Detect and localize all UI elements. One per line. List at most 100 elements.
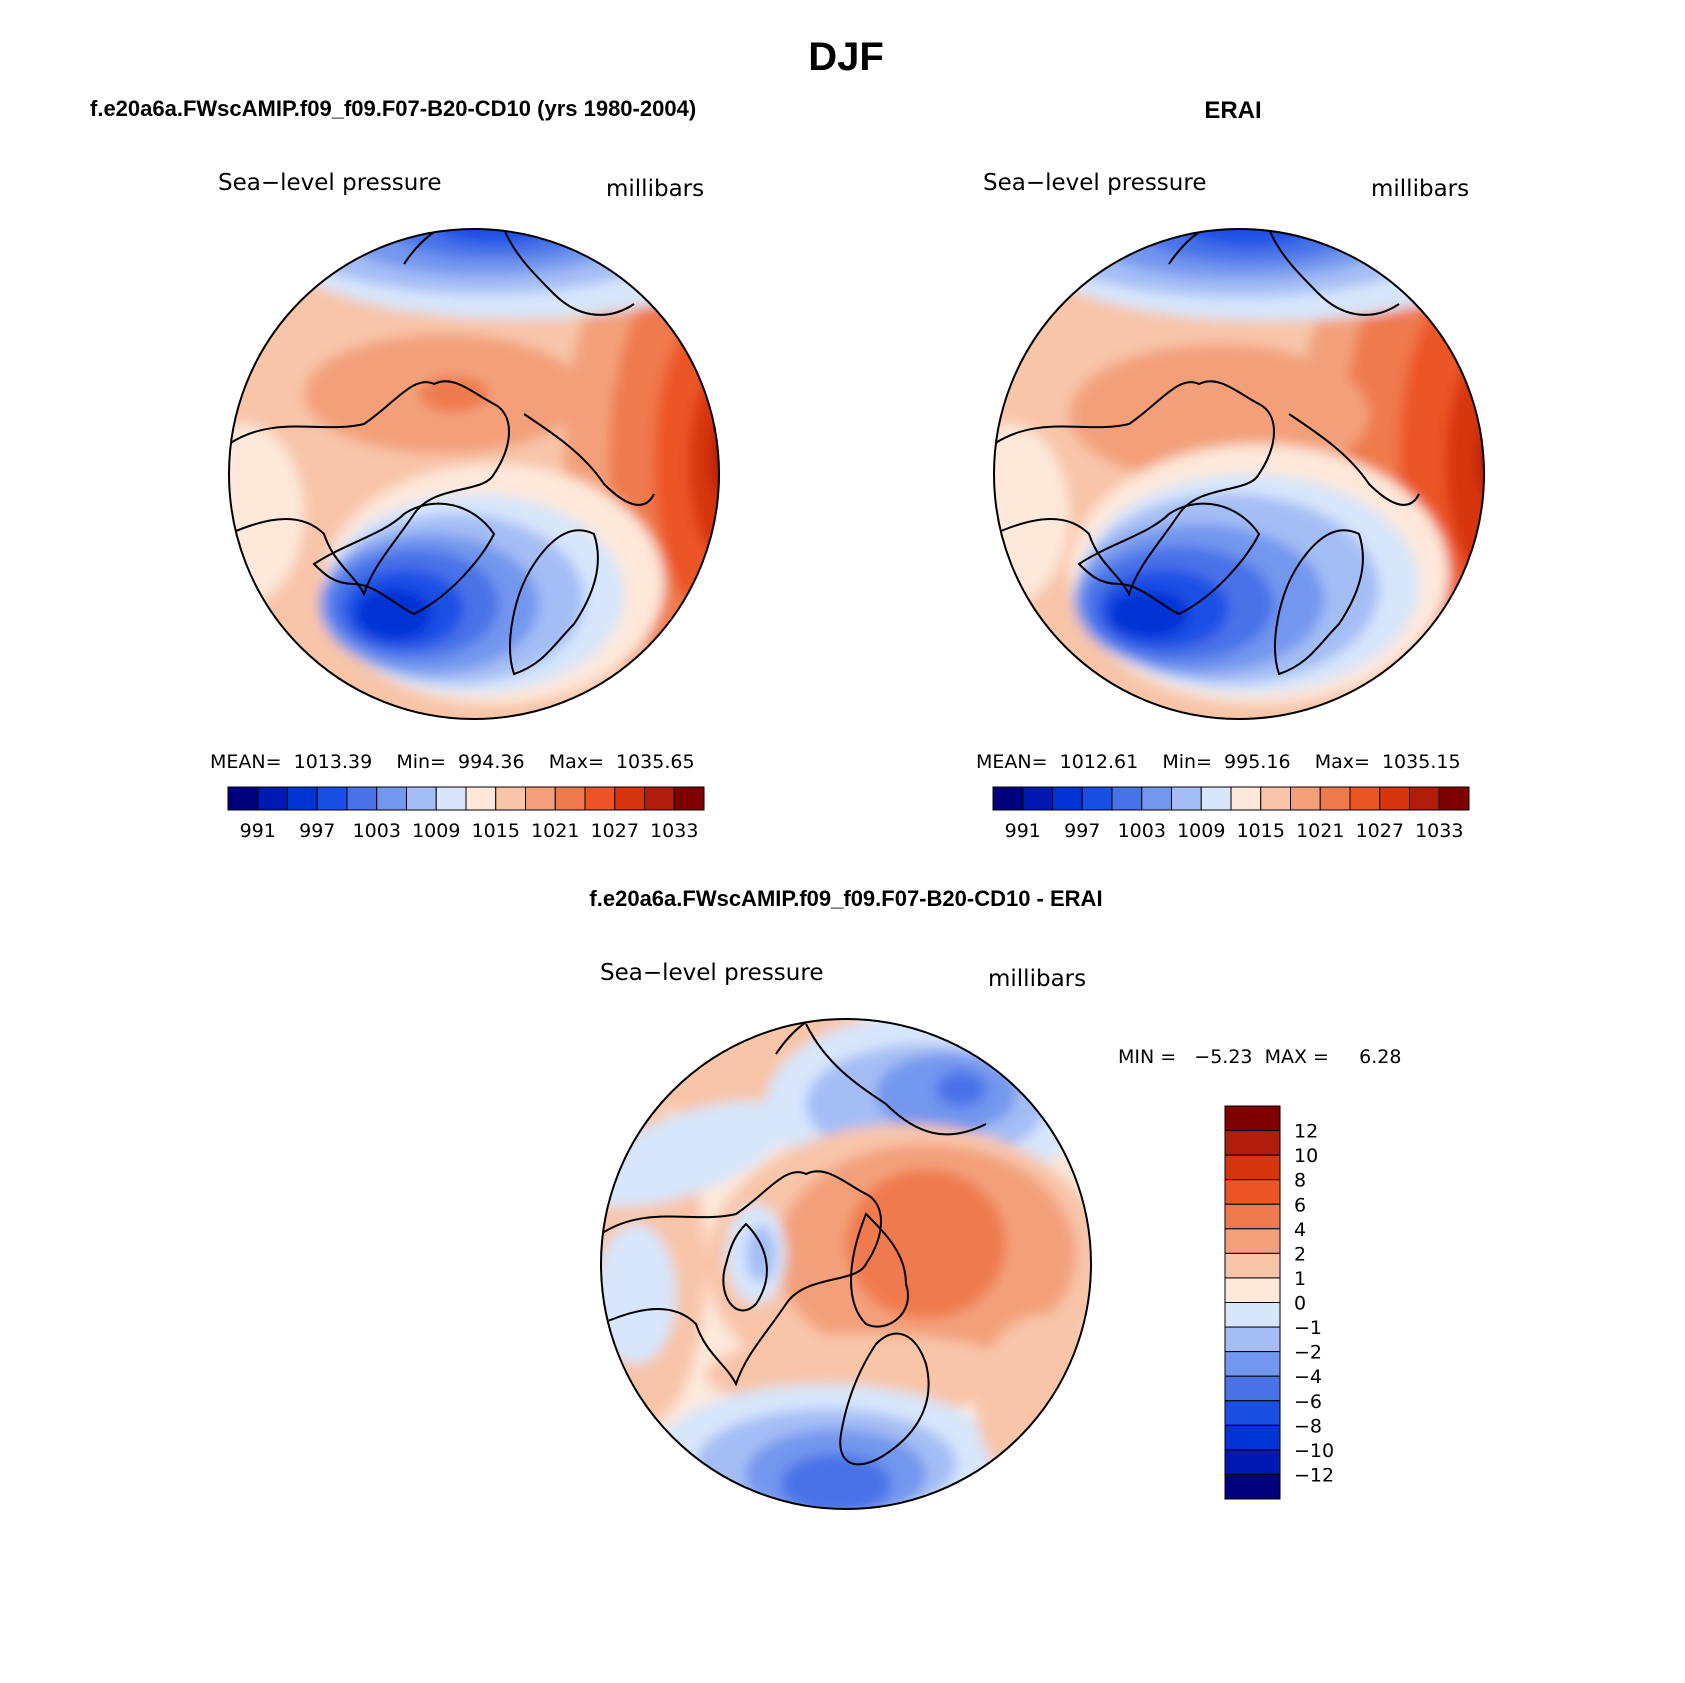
polar-map-diff bbox=[600, 1018, 1092, 1510]
colorbar-tick-label: 991 bbox=[240, 820, 276, 842]
map-boundary bbox=[600, 1018, 1092, 1510]
colorbar-swatch bbox=[1224, 1424, 1281, 1451]
colorbar-tick-label: 1033 bbox=[650, 820, 698, 842]
colorbar-swatch bbox=[1230, 786, 1262, 811]
panel-obs-heading: ERAI bbox=[1204, 97, 1261, 124]
panel-model: f.e20a6a.FWscAMIP.f09_f09.F07-B20-CD10 (… bbox=[90, 96, 720, 842]
colorbar-tick-label: 1015 bbox=[472, 820, 520, 842]
panel-diff-heading: f.e20a6a.FWscAMIP.f09_f09.F07-B20-CD10 -… bbox=[589, 886, 1102, 911]
colorbar-tick-label: 1021 bbox=[1296, 820, 1344, 842]
map-boundary bbox=[228, 228, 720, 720]
colorbar-swatch bbox=[1409, 786, 1440, 811]
colorbar-tick-label: 10 bbox=[1294, 1145, 1318, 1167]
colorbar-swatch bbox=[992, 786, 1024, 811]
colorbar-swatch bbox=[1022, 786, 1053, 811]
colorbar-tick-label: 997 bbox=[299, 820, 335, 842]
colorbar-tick-label: −8 bbox=[1294, 1415, 1322, 1437]
colorbar-swatch bbox=[257, 786, 288, 811]
colorbar-swatch bbox=[673, 786, 705, 811]
colorbar-swatch bbox=[1224, 1277, 1281, 1303]
colorbar-swatch bbox=[1319, 786, 1351, 811]
page-title: DJF bbox=[808, 35, 884, 79]
colorbar-swatch bbox=[1224, 1400, 1281, 1426]
colorbar-tick-label: −2 bbox=[1294, 1342, 1322, 1364]
colorbar-swatch bbox=[1224, 1154, 1281, 1181]
colorbar-swatch bbox=[406, 786, 437, 811]
colorbar-swatch bbox=[1200, 786, 1232, 811]
colorbar-tick-label: 4 bbox=[1294, 1219, 1306, 1241]
colorbar-swatch bbox=[1224, 1228, 1281, 1254]
colorbar-swatch bbox=[1224, 1351, 1281, 1377]
colorbar-swatch bbox=[1171, 786, 1202, 811]
panel-obs: ERAI Sea−level pressure millibars bbox=[976, 97, 1485, 842]
colorbar-swatch bbox=[1111, 786, 1143, 811]
colorbar-tick-label: 12 bbox=[1294, 1121, 1318, 1143]
panel-obs-stats: MEAN= 1012.61 Min= 995.16 Max= 1035.15 bbox=[976, 751, 1461, 773]
colorbar-swatch bbox=[1224, 1302, 1281, 1328]
colorbar-tick-label: 1003 bbox=[353, 820, 401, 842]
colorbar-swatch bbox=[376, 786, 407, 811]
colorbar-tick-label: 1033 bbox=[1415, 820, 1463, 842]
colorbar-tick-label: 991 bbox=[1005, 820, 1041, 842]
colorbar-swatch bbox=[227, 786, 259, 811]
colorbar-tick-label: −1 bbox=[1294, 1317, 1322, 1339]
colorbar-tick-label: 8 bbox=[1294, 1170, 1306, 1192]
polar-map-obs bbox=[993, 228, 1485, 720]
colorbar-tick-label: 1021 bbox=[531, 820, 579, 842]
colorbar-model: 991 997 1003 1009 1015 1021 1027 1033 bbox=[227, 786, 705, 842]
panel-model-units: millibars bbox=[606, 176, 704, 202]
colorbar-swatch bbox=[584, 786, 616, 811]
colorbar-swatch bbox=[1290, 786, 1321, 811]
colorbar-tick-label: 1003 bbox=[1118, 820, 1166, 842]
colorbar-tick-label: 1 bbox=[1294, 1268, 1306, 1290]
colorbar-swatch bbox=[1224, 1130, 1281, 1156]
panel-obs-variable: Sea−level pressure bbox=[983, 170, 1206, 196]
colorbar-swatch bbox=[1438, 786, 1470, 811]
colorbar-swatch bbox=[1224, 1473, 1281, 1500]
colorbar-tick-label: 997 bbox=[1064, 820, 1100, 842]
colorbar-swatch bbox=[1224, 1326, 1281, 1353]
colorbar-swatch bbox=[1052, 786, 1083, 811]
colorbar-tick-label: −6 bbox=[1294, 1391, 1322, 1413]
colorbar-swatch bbox=[554, 786, 586, 811]
colorbar-swatch bbox=[1349, 786, 1381, 811]
colorbar-obs: 991 997 1003 1009 1015 1021 1027 1033 bbox=[992, 786, 1470, 842]
panel-obs-units: millibars bbox=[1371, 176, 1469, 202]
colorbar-swatch bbox=[525, 786, 556, 811]
colorbar-tick-label: 0 bbox=[1294, 1293, 1306, 1315]
colorbar-swatch bbox=[1141, 786, 1172, 811]
panel-diff-stats: MIN = −5.23 MAX = 6.28 bbox=[1118, 1046, 1401, 1068]
polar-map-model bbox=[228, 228, 720, 720]
colorbar-swatch bbox=[1224, 1449, 1281, 1475]
colorbar-swatch bbox=[465, 786, 497, 811]
colorbar-swatch bbox=[495, 786, 526, 811]
colorbar-swatch bbox=[644, 786, 675, 811]
panel-model-stats: MEAN= 1013.39 Min= 994.36 Max= 1035.65 bbox=[210, 751, 695, 773]
panel-model-heading: f.e20a6a.FWscAMIP.f09_f09.F07-B20-CD10 (… bbox=[90, 96, 696, 121]
colorbar-swatch bbox=[1224, 1179, 1281, 1205]
colorbar-tick-label: 1027 bbox=[1356, 820, 1404, 842]
colorbar-tick-label: 2 bbox=[1294, 1243, 1306, 1265]
colorbar-swatch bbox=[346, 786, 378, 811]
colorbar-swatch bbox=[1224, 1105, 1281, 1132]
panel-diff: f.e20a6a.FWscAMIP.f09_f09.F07-B20-CD10 -… bbox=[589, 886, 1401, 1510]
panel-diff-variable: Sea−level pressure bbox=[600, 960, 823, 986]
colorbar-tick-label: 1009 bbox=[412, 820, 460, 842]
colorbar-tick-label: 6 bbox=[1294, 1194, 1306, 1216]
panel-model-variable: Sea−level pressure bbox=[218, 170, 441, 196]
panel-diff-units: millibars bbox=[988, 966, 1086, 992]
colorbar-swatch bbox=[1260, 786, 1291, 811]
colorbar-swatch bbox=[1224, 1375, 1281, 1402]
colorbar-swatch bbox=[316, 786, 348, 811]
colorbar-tick-label: −10 bbox=[1294, 1440, 1334, 1462]
colorbar-tick-label: 1027 bbox=[591, 820, 639, 842]
colorbar-swatch bbox=[1224, 1203, 1281, 1230]
colorbar-swatch bbox=[1224, 1252, 1281, 1279]
colorbar-swatch bbox=[287, 786, 318, 811]
colorbar-tick-label: 1015 bbox=[1237, 820, 1285, 842]
colorbar-swatch bbox=[614, 786, 645, 811]
colorbar-swatch bbox=[1379, 786, 1410, 811]
colorbar-swatch bbox=[1081, 786, 1113, 811]
map-boundary bbox=[993, 228, 1485, 720]
